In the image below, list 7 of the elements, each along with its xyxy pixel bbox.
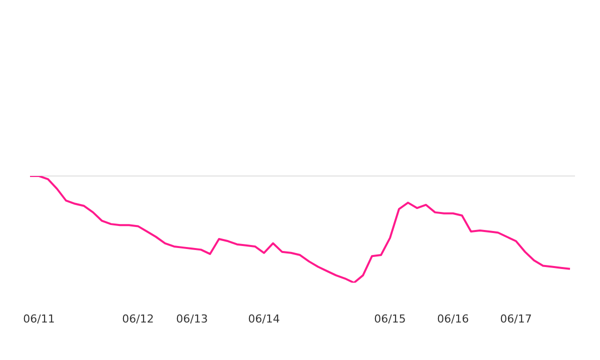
x-tick-label: 06/12 [122,312,154,326]
x-tick-label: 06/15 [374,312,406,326]
x-tick-label: 06/16 [437,312,469,326]
x-tick-label: 06/13 [176,312,208,326]
x-tick-label: 06/14 [248,312,280,326]
x-tick-label: 06/17 [500,312,532,326]
x-tick-label: 06/11 [23,312,55,326]
